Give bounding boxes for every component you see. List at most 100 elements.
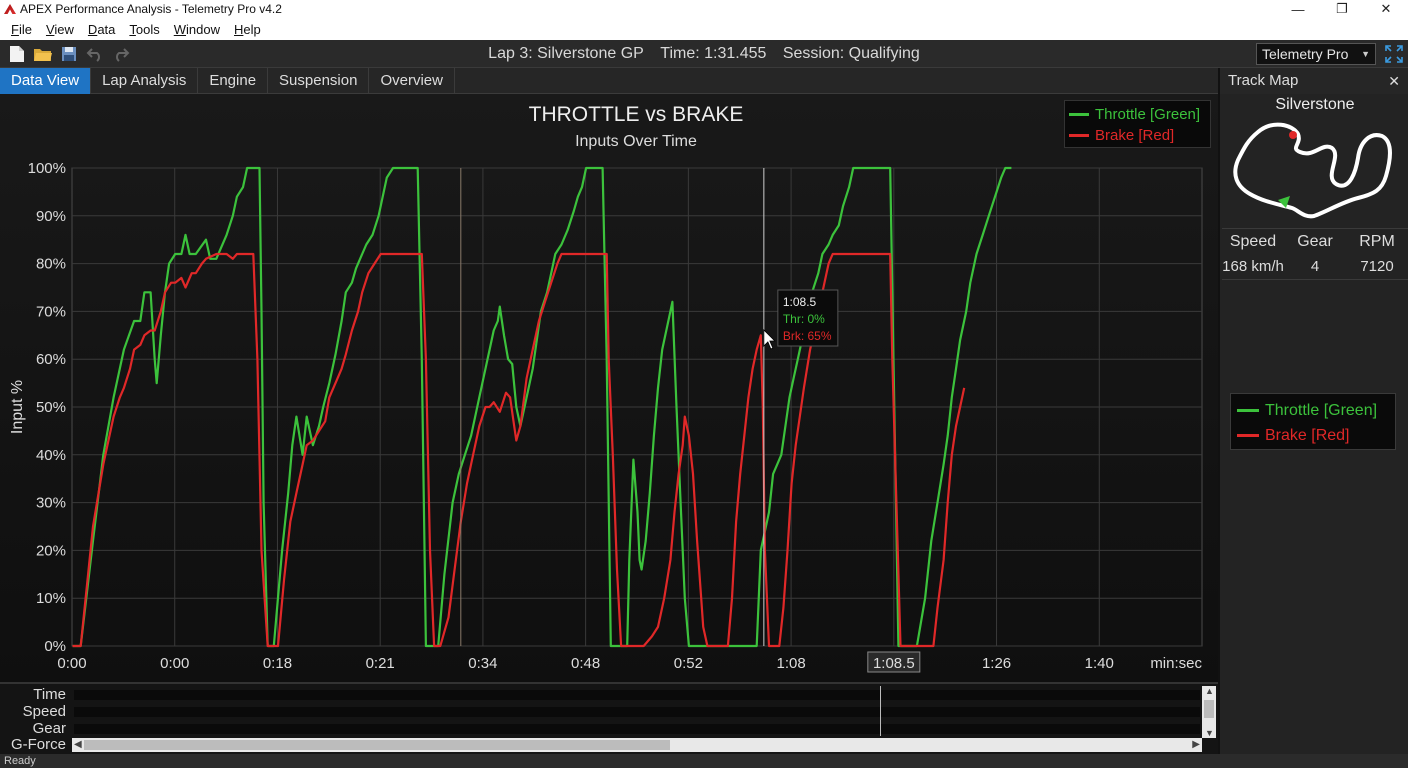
channel-vertical-scrollbar[interactable]: ▲ ▼ [1202,686,1216,738]
stat-gear-value: 4 [1310,258,1320,275]
x-tick-label: 0:00 [57,655,86,672]
y-tick-label: 90% [36,208,66,225]
horizontal-scroll-thumb[interactable] [84,740,670,750]
series-line-brake [72,252,966,648]
menu-window[interactable]: Window [173,21,220,37]
brake-swatch [1069,134,1089,137]
redo-icon[interactable] [108,41,134,67]
chevron-down-icon: ▼ [1361,49,1370,59]
menu-file[interactable]: File [11,21,32,37]
tooltip-throttle: Thr: 0% [783,312,825,326]
x-tick-label: 1:08 [776,655,805,672]
tab-suspension[interactable]: Suspension [268,68,370,94]
menu-tools[interactable]: Tools [129,21,160,37]
scroll-up-icon[interactable]: ▲ [1205,686,1214,696]
x-tick-label: 1:08.5 [873,655,915,672]
side-legend-brake-label: Brake [Red] [1265,426,1350,444]
tab-engine[interactable]: Engine [198,68,269,94]
scroll-left-icon[interactable]: ◀ [74,739,82,750]
chart-panel: THROTTLE vs BRAKE Inputs Over Time Input… [0,94,1218,682]
view-tabs: Data View Lap Analysis Engine Suspension… [0,68,1218,94]
save-icon[interactable] [56,41,82,67]
x-tick-label: 0:52 [674,655,703,672]
y-tick-label: 60% [36,351,66,368]
x-tick-label: 0:00 [160,655,189,672]
x-tick-label: 1:26 [982,655,1011,672]
stat-speed: Speed 168 km/h [1222,229,1284,279]
time-cursor[interactable]: 1:08.5 Thr: 0% Brk: 65% [460,168,839,646]
channel-label-gear: Gear [32,720,66,737]
scroll-down-icon[interactable]: ▼ [1205,728,1214,738]
stat-speed-value: 168 km/h [1222,258,1284,275]
tab-data-view[interactable]: Data View [0,68,92,94]
tab-overview[interactable]: Overview [369,68,455,94]
track-map[interactable] [1228,118,1402,222]
window-title: APEX Performance Analysis - Telemetry Pr… [20,2,282,16]
new-file-icon[interactable] [4,41,30,67]
tab-lap-analysis[interactable]: Lap Analysis [91,68,199,94]
side-legend: Throttle [Green] Brake [Red] [1230,393,1396,450]
legend-throttle-label: Throttle [Green] [1095,106,1201,123]
mouse-pointer-icon [763,329,776,350]
window-controls: — ❐ ✕ [1276,0,1408,18]
tooltip-time: 1:08.5 [783,295,817,309]
vertical-scroll-thumb[interactable] [1204,700,1214,718]
close-icon[interactable]: ✕ [1388,73,1400,89]
x-tick-label: 0:21 [366,655,395,672]
channel-track-gear[interactable] [74,724,1200,734]
y-tick-label: 20% [36,542,66,559]
channel-label-speed: Speed [22,703,66,720]
x-tick-label: 0:34 [468,655,497,672]
legend-item-throttle: Throttle [Green] [1069,104,1206,125]
tooltip-brake: Brk: 65% [783,329,832,343]
session-info: Lap 3: Silverstone GP Time: 1:31.455 Ses… [0,40,1408,68]
session-label: Session: Qualifying [782,45,920,62]
scroll-right-icon[interactable]: ▶ [1192,739,1200,750]
stat-gear: Gear 4 [1284,229,1346,279]
y-tick-label: 50% [36,399,66,416]
side-legend-item-brake: Brake [Red] [1237,423,1389,448]
y-tick-label: 0% [44,638,66,655]
menu-data[interactable]: Data [87,21,116,37]
channel-label-time: Time [33,686,66,703]
y-tick-labels: 0% 10% 20% 30% 40% 50% 60% 70% 80% 90% 100% [28,160,66,655]
y-tick-label: 30% [36,495,66,512]
fullscreen-icon[interactable] [1384,44,1404,64]
maximize-button[interactable]: ❐ [1336,1,1348,16]
throttle-swatch [1069,113,1089,116]
menu-view[interactable]: View [45,21,74,37]
x-tick-highlight [867,651,921,673]
throttle-brake-chart[interactable]: THROTTLE vs BRAKE Inputs Over Time Input… [0,94,1218,682]
car-position-icon [1278,196,1290,208]
legend-brake-label: Brake [Red] [1095,127,1175,144]
minimize-button[interactable]: — [1291,1,1305,17]
menu-bar: File View Data Tools Window Help [0,18,1408,40]
x-tick-labels: 0:00 0:00 0:18 0:21 0:34 0:48 0:52 1:08 1:08.5 1:… [57,651,1202,673]
brake-marker-icon [1289,131,1297,139]
y-tick-label: 70% [36,303,66,320]
cursor-tooltip [777,289,839,347]
open-folder-icon[interactable] [30,41,56,67]
y-tick-label: 80% [36,256,66,273]
profile-dropdown-value: Telemetry Pro [1262,46,1349,62]
channel-track-speed[interactable] [74,707,1200,717]
side-brake-swatch [1237,434,1259,437]
legend-item-brake: Brake [Red] [1069,125,1206,146]
close-window-button[interactable]: ✕ [1380,1,1392,16]
side-legend-item-throttle: Throttle [Green] [1237,398,1389,423]
side-legend-throttle-label: Throttle [Green] [1265,401,1378,419]
chart-subtitle: Inputs Over Time [575,133,697,150]
status-bar: Ready [0,754,1408,768]
lap-time: Time: 1:31.455 [660,45,767,62]
profile-dropdown[interactable]: Telemetry Pro ▼ [1256,43,1376,65]
channel-panel: Time Speed Gear G-Force ▲ ▼ ◀ ▶ [0,682,1218,754]
side-throttle-swatch [1237,409,1259,412]
status-text: Ready [4,755,36,767]
series-line-throttle [72,166,1012,648]
menu-help[interactable]: Help [234,21,261,37]
channel-track-time[interactable] [74,690,1200,700]
timeline-horizontal-scrollbar[interactable]: ◀ ▶ [72,738,1202,752]
track-name: Silverstone [1275,96,1355,113]
chart-grid [71,167,1203,647]
undo-icon[interactable] [82,41,108,67]
